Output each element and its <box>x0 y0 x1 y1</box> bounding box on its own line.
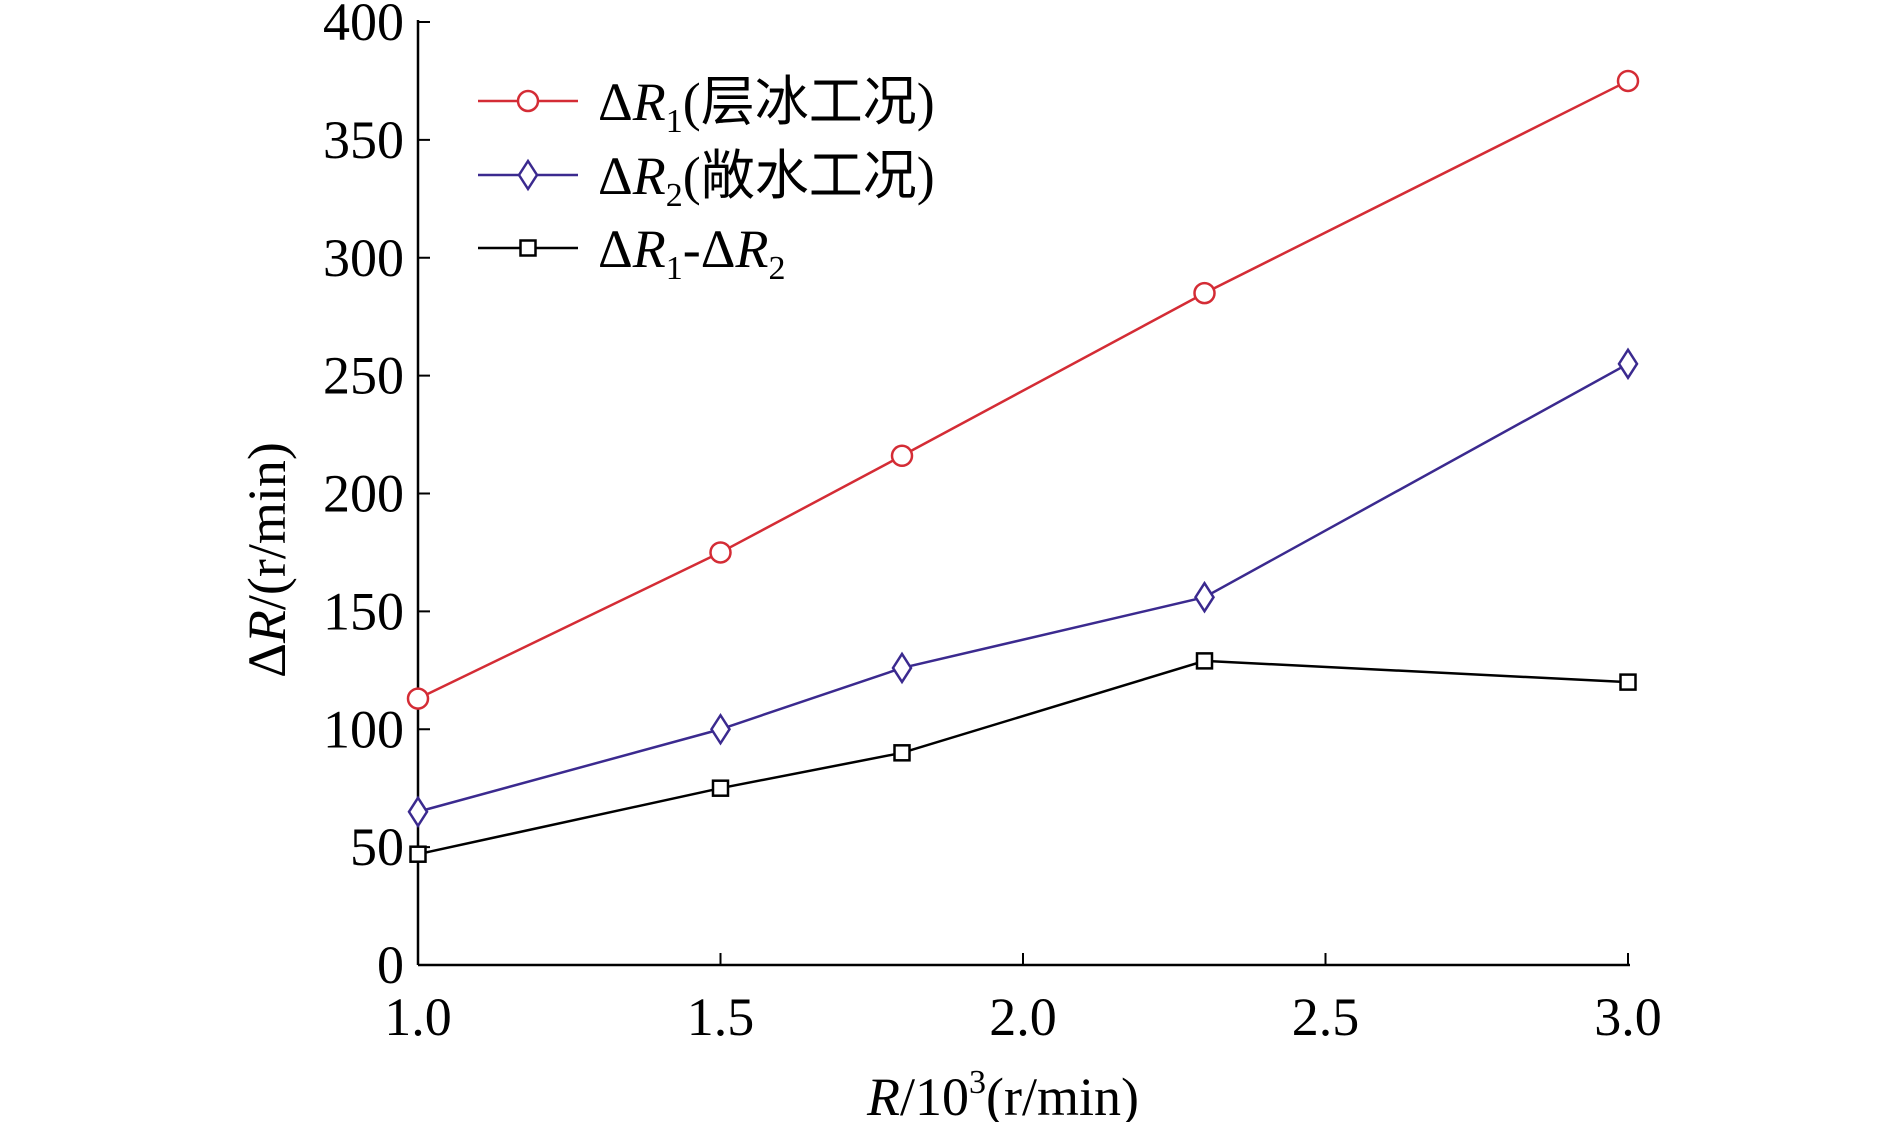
y-tick-label: 350 <box>323 110 404 170</box>
series-3-point <box>409 845 427 863</box>
y-axis-label: ΔR/(r/min) <box>237 442 297 678</box>
series-3-point <box>711 779 730 797</box>
legend-entry-series-2: ΔR2(敞水工况) <box>478 146 935 214</box>
x-tick-label: 2.0 <box>989 987 1057 1047</box>
series-2-point <box>407 795 429 829</box>
legend-label-series-2: ΔR2(敞水工况) <box>598 146 935 214</box>
y-tick-label: 300 <box>323 228 404 288</box>
series-1-point <box>1616 69 1640 93</box>
x-tick-label: 3.0 <box>1594 987 1662 1047</box>
series-layer <box>406 69 1640 863</box>
x-axis-label: R/103(r/min) <box>866 1064 1139 1122</box>
x-tick-label: 2.5 <box>1292 987 1360 1047</box>
series-2-point <box>710 712 731 746</box>
y-axis-ticks: 0 50 100 150 200 250 300 350 400 <box>323 0 430 995</box>
series-1 <box>406 69 1640 710</box>
series-1-point <box>890 444 914 468</box>
legend-marker-shape <box>519 239 537 257</box>
legend: ΔR1(层冰工况) ΔR2(敞水工况) ΔR1-ΔR2 <box>478 72 935 287</box>
series-3-point <box>1195 652 1214 670</box>
y-tick-label: 400 <box>323 0 404 52</box>
series-1-point <box>709 541 732 564</box>
legend-entry-series-3: ΔR1-ΔR2 <box>478 219 785 287</box>
y-tick-label: 0 <box>377 935 404 995</box>
x-tick-label: 1.5 <box>687 987 755 1047</box>
series-1-point <box>406 687 430 710</box>
y-tick-label: 100 <box>323 699 404 759</box>
x-axis-ticks: 1.0 1.5 2.0 2.5 3.0 <box>384 953 1662 1047</box>
legend-label-series-1: ΔR1(层冰工况) <box>598 72 935 140</box>
y-tick-label: 50 <box>350 817 404 877</box>
series-3-point <box>1619 673 1637 691</box>
series-2-point <box>891 651 913 685</box>
series-3 <box>409 652 1637 863</box>
y-tick-label: 250 <box>323 346 404 406</box>
series-1-point <box>1193 281 1216 305</box>
legend-marker-series-3 <box>519 239 537 257</box>
legend-marker-series-1 <box>516 89 540 113</box>
series-3-point <box>893 744 911 762</box>
legend-label-series-3: ΔR1-ΔR2 <box>598 219 785 287</box>
series-2 <box>407 347 1639 829</box>
legend-marker-shape <box>516 89 540 113</box>
series-2-point <box>1617 347 1639 381</box>
y-tick-label: 200 <box>323 464 404 524</box>
y-tick-label: 150 <box>323 581 404 641</box>
legend-entry-series-1: ΔR1(层冰工况) <box>478 72 935 140</box>
series-3-line <box>417 659 1629 856</box>
legend-marker-series-2 <box>517 158 539 192</box>
x-tick-label: 1.0 <box>384 987 452 1047</box>
legend-marker-shape <box>517 158 539 192</box>
series-2-point <box>1194 580 1215 614</box>
series-2-line <box>417 362 1629 813</box>
